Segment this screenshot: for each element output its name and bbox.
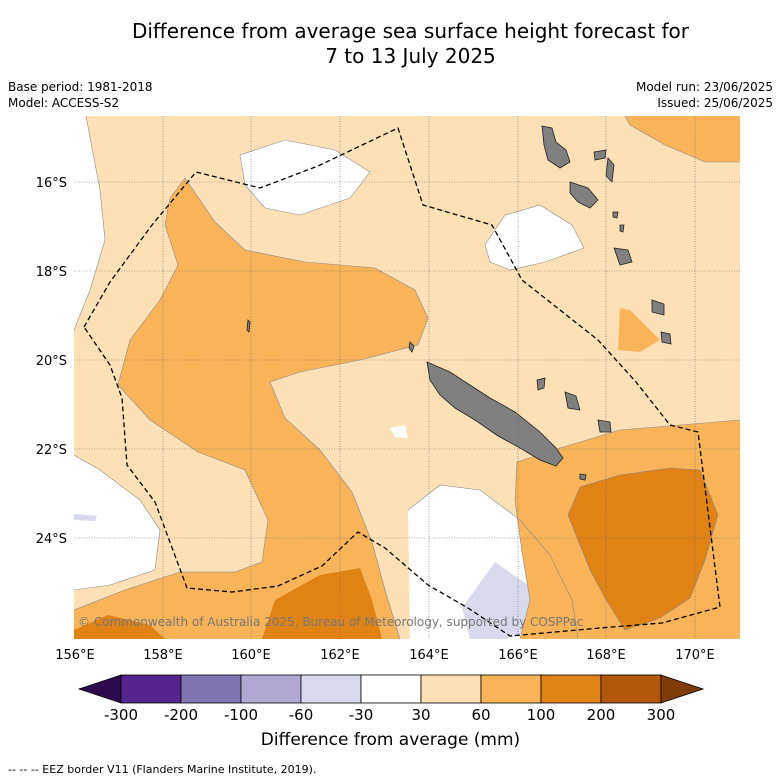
colorbar-tick-label: -200 — [164, 706, 198, 724]
vanuatu-island-5 — [613, 247, 633, 266]
contour-lavender-south — [462, 562, 535, 639]
colorbar-tick-label: 200 — [587, 706, 616, 724]
contour-100-200-southeast — [568, 468, 718, 630]
meta-right: Model run: 23/06/2025 Issued: 25/06/2025 — [636, 79, 773, 111]
model-name: Model: ACCESS-S2 — [8, 96, 120, 110]
contour-white-patch — [390, 425, 408, 438]
contour-white-north — [240, 140, 370, 215]
small-islet-2 — [408, 341, 415, 353]
issued-date: Issued: 25/06/2025 — [657, 96, 773, 110]
latitude-axis: 16°S 18°S 20°S 22°S 24°S — [36, 176, 67, 547]
colorbar-segment — [360, 674, 422, 704]
lon-label: 164°E — [409, 648, 449, 663]
contour-60-100-patch — [618, 308, 660, 352]
title-line-1: Difference from average sea surface heig… — [131, 19, 690, 43]
lon-label: 162°E — [320, 648, 360, 663]
colorbar-tick-label: 100 — [527, 706, 556, 724]
base-period: Base period: 1981-2018 — [8, 80, 153, 94]
colorbar-tick-label: 300 — [647, 706, 676, 724]
small-islet-3 — [612, 211, 619, 219]
vanuatu-island-3 — [593, 149, 607, 161]
lon-label: 168°E — [586, 648, 626, 663]
small-islet-1 — [579, 473, 587, 481]
lat-label: 20°S — [36, 354, 67, 369]
loyalty-island-3 — [536, 377, 546, 391]
colorbar-tick-label: -300 — [104, 706, 138, 724]
meta-left: Base period: 1981-2018 Model: ACCESS-S2 — [8, 79, 153, 111]
lon-label: 156°E — [55, 648, 95, 663]
vanuatu-island-2 — [569, 181, 599, 209]
vanuatu-island-6 — [651, 299, 665, 316]
chesterfield-islet — [246, 319, 251, 333]
model-run: Model run: 23/06/2025 — [635, 80, 773, 94]
colorbar-segment — [300, 674, 362, 704]
new-caledonia-island — [426, 361, 564, 467]
lat-label: 22°S — [36, 443, 67, 458]
colorbar-segment — [120, 674, 182, 704]
lat-label: 18°S — [36, 265, 67, 280]
map-title: Difference from average sea surface heig… — [40, 19, 781, 69]
contour-100-200-southwest — [74, 615, 165, 639]
loyalty-island-1 — [564, 391, 581, 411]
contour-100-200-south — [262, 568, 382, 639]
lon-label: 158°E — [143, 648, 183, 663]
colorbar-tick-label: 60 — [471, 706, 490, 724]
colorbar-tick-label: -30 — [349, 706, 374, 724]
small-islet-4 — [619, 224, 625, 233]
colorbar-segment — [240, 674, 302, 704]
contour-white-northeast — [485, 205, 584, 270]
land-masses — [246, 125, 672, 481]
colorbar-extend-high — [660, 674, 705, 704]
contour-lavender-west — [74, 514, 97, 521]
contour-field: © Commonwealth of Australia 2025, Bureau… — [74, 116, 740, 639]
colorbar-tick-label: 30 — [411, 706, 430, 724]
contour-white-southwest — [74, 455, 160, 590]
vanuatu-island-1 — [541, 125, 571, 169]
title-line-2: 7 to 13 July 2025 — [325, 44, 496, 68]
footer-note: -- -- -- EEZ border V11 (Flanders Marine… — [8, 763, 317, 776]
longitude-axis: 156°E 158°E 160°E 162°E 164°E 166°E 168°… — [55, 648, 715, 663]
contour-white-west — [74, 116, 105, 330]
copyright-text: © Commonwealth of Australia 2025, Bureau… — [78, 615, 583, 629]
loyalty-island-2 — [597, 419, 612, 433]
eez-border — [83, 127, 721, 637]
colorbar-segment — [180, 674, 242, 704]
colorbar-tick-label: -100 — [224, 706, 258, 724]
lon-label: 170°E — [675, 648, 715, 663]
gridlines — [74, 116, 740, 639]
lon-label: 166°E — [498, 648, 538, 663]
colorbar: -300 -200 -100 -60 -30 30 60 100 200 300 — [77, 674, 705, 724]
colorbar-segment — [420, 674, 482, 704]
colorbar-segment — [540, 674, 602, 704]
colorbar-extend-low — [77, 674, 122, 704]
contour-60-100-northeast — [625, 116, 740, 162]
colorbar-title: Difference from average (mm) — [260, 730, 521, 750]
colorbar-tick-label: -60 — [289, 706, 314, 724]
vanuatu-island-7 — [660, 331, 672, 345]
colorbar-segment — [600, 674, 662, 704]
colorbar-segment — [480, 674, 542, 704]
lat-label: 24°S — [36, 532, 67, 547]
lon-label: 160°E — [231, 648, 271, 663]
lat-label: 16°S — [36, 176, 67, 191]
